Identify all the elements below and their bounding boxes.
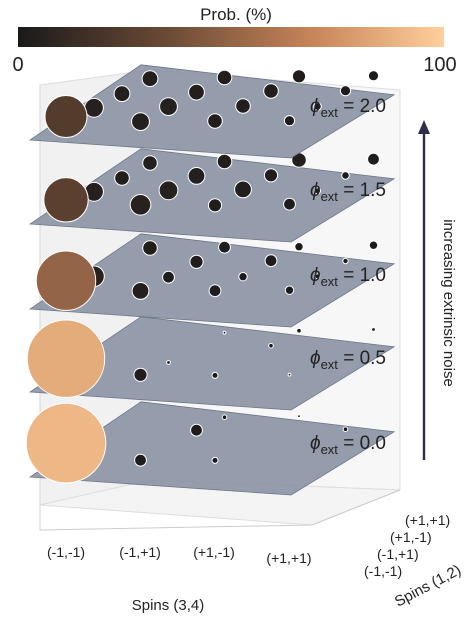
data-point: [341, 171, 350, 180]
data-point: [133, 367, 148, 382]
colorbar: Prob. (%) 0 100: [12, 5, 456, 76]
y-tick-label: (-1,-1): [364, 563, 402, 579]
data-point: [367, 152, 380, 166]
data-point: [208, 284, 222, 298]
data-point: [134, 453, 147, 467]
data-point: [26, 319, 106, 398]
x-axis: (-1,-1) (-1,+1) (+1,-1) (+1,+1) Spins (3…: [47, 544, 312, 614]
right-bottom-edge: [311, 489, 401, 526]
data-point: [113, 85, 131, 103]
data-point: [207, 113, 223, 129]
arrow-head-icon: [418, 120, 430, 134]
layer-plane: [28, 316, 396, 411]
layer-2.0: ϕext = 2.0: [28, 64, 396, 159]
layer-label: ϕext = 2.0: [310, 96, 386, 120]
data-point: [158, 180, 179, 201]
layer-label: ϕext = 1.0: [310, 265, 386, 289]
data-point: [190, 423, 203, 437]
data-point: [371, 327, 376, 332]
data-point: [188, 83, 205, 101]
data-point: [44, 95, 88, 138]
data-point: [166, 360, 171, 365]
data-point: [342, 257, 349, 265]
data-point: [291, 69, 307, 84]
data-point: [263, 83, 279, 99]
data-point: [264, 254, 278, 268]
layer-1.0: ϕext = 1.0: [28, 233, 396, 328]
data-point: [84, 97, 104, 118]
x-tick-label: (+1,-1): [193, 544, 235, 560]
data-point: [142, 155, 158, 171]
data-point: [283, 197, 296, 211]
data-point: [35, 250, 97, 311]
y-axis: (+1,+1) (+1,-1) (-1,+1) (-1,-1) Spins (1…: [364, 512, 464, 611]
layer-0.5: ϕext = 0.5: [26, 316, 396, 411]
data-point: [43, 177, 89, 223]
noise-arrow: increasing extrinsic noise: [418, 120, 457, 460]
data-point: [263, 168, 279, 183]
data-point: [129, 194, 152, 216]
data-point: [162, 270, 175, 284]
layer-label: ϕext = 1.5: [310, 180, 386, 204]
layer-label: ϕext = 0.0: [310, 433, 386, 457]
y-tick-label: (+1,-1): [390, 529, 432, 545]
x-axis-label: Spins (3,4): [132, 597, 205, 614]
data-point: [211, 371, 219, 379]
data-point: [297, 414, 301, 419]
colorbar-gradient: [18, 27, 444, 47]
arrow-label: increasing extrinsic noise: [440, 219, 457, 387]
data-point: [207, 198, 223, 213]
data-point: [238, 272, 248, 282]
y-axis-label: Spins (1,2): [392, 561, 464, 610]
data-point: [187, 167, 206, 185]
data-point: [296, 327, 302, 334]
layer-label: ϕext = 0.5: [310, 348, 386, 372]
data-point: [131, 282, 150, 300]
x-tick-label: (-1,-1): [47, 544, 85, 560]
data-point: [222, 330, 227, 335]
y-tick-label: (+1,+1): [405, 512, 450, 528]
front-bottom-edge: [39, 524, 313, 531]
data-point: [216, 69, 233, 86]
data-point: [268, 342, 274, 349]
y-tick-label: (-1,+1): [377, 546, 419, 562]
layer-plane: [28, 401, 396, 496]
data-point: [339, 85, 352, 97]
data-point: [25, 402, 107, 484]
data-point: [221, 414, 228, 421]
layer-0.0: ϕext = 0.0: [25, 401, 396, 496]
data-point: [131, 112, 150, 131]
data-point: [314, 187, 321, 195]
data-point: [294, 242, 304, 252]
data-point: [114, 170, 130, 186]
data-point: [314, 273, 321, 280]
colorbar-max-label: 100: [423, 54, 456, 76]
layer-1.5: ϕext = 1.5: [28, 148, 396, 243]
data-point: [142, 240, 158, 256]
data-point: [313, 102, 322, 111]
data-point: [189, 254, 204, 269]
data-point: [141, 70, 159, 88]
data-point: [218, 240, 231, 254]
x-tick-label: (-1,+1): [119, 544, 161, 560]
data-point: [234, 180, 252, 199]
data-point: [216, 153, 233, 170]
x-tick-label: (+1,+1): [266, 550, 311, 566]
data-point: [287, 372, 292, 377]
data-point: [284, 285, 295, 295]
layers: ϕext = 0.0 ϕext = 0.5 ϕext = 1.0 ϕext = 1.5…: [25, 64, 396, 496]
colorbar-min-label: 0: [12, 54, 23, 76]
data-point: [235, 98, 251, 114]
data-point: [159, 97, 178, 116]
data-point: [342, 426, 349, 433]
layer-plane: [28, 233, 396, 328]
colorbar-title: Prob. (%): [200, 5, 272, 24]
data-point: [283, 115, 296, 127]
data-point: [368, 240, 379, 250]
data-point: [367, 70, 380, 82]
data-point: [211, 456, 219, 464]
